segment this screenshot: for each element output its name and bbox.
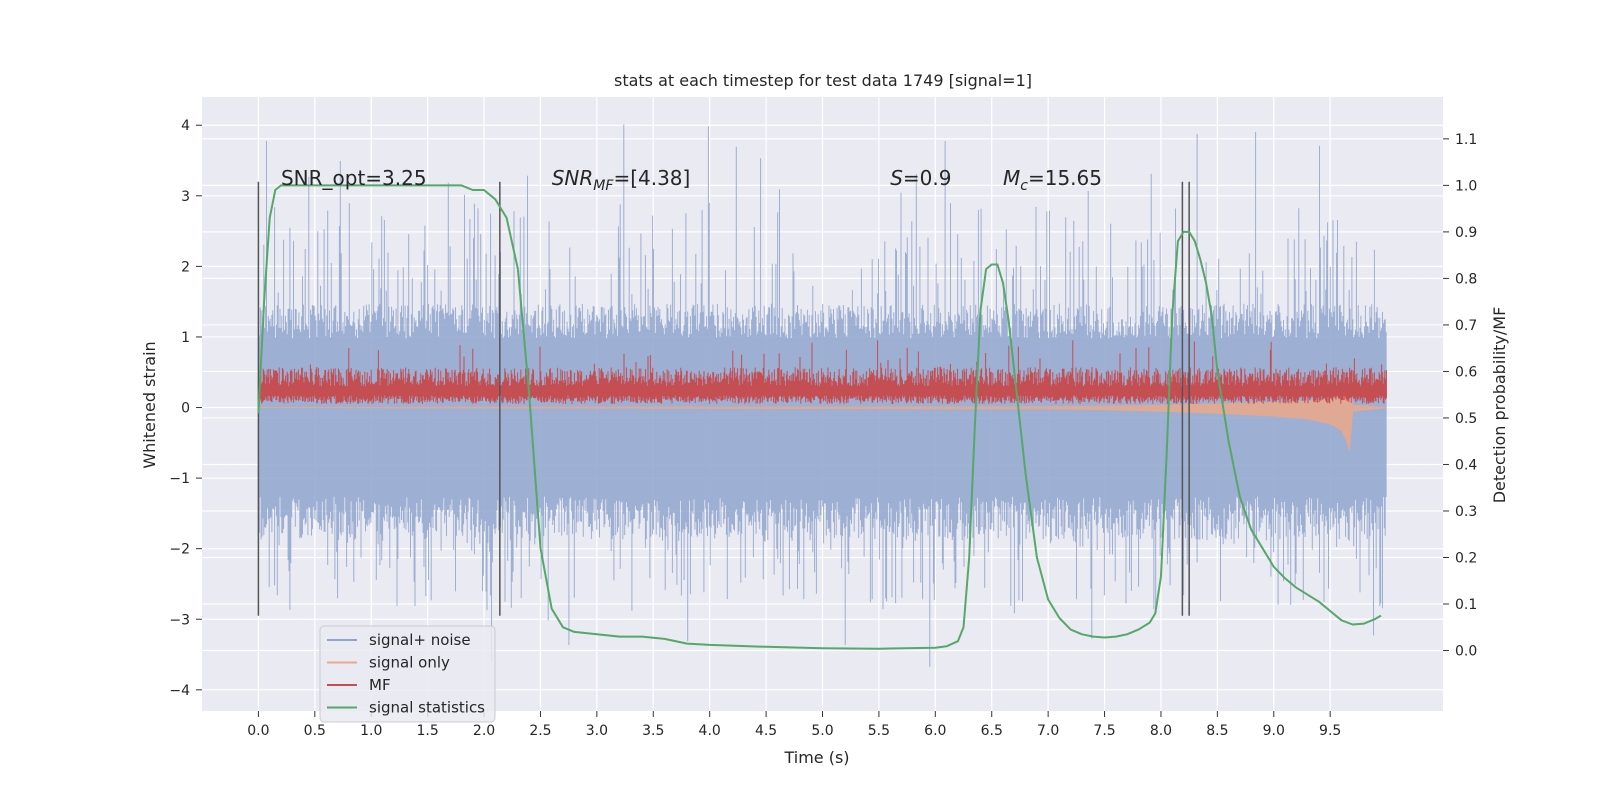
legend-label: signal statistics (369, 699, 485, 717)
signal-only-trace (258, 391, 1387, 451)
x-tick-label: 8.0 (1150, 723, 1172, 739)
axes: 0.0 0.5 1.0 1.5 2.0 2.5 3.0 3.5 4.0 4.5 5.0 5.5 6.0 6… (169, 118, 1477, 739)
annotation-symbol: S (890, 166, 903, 190)
chart-title: stats at each timestep for test data 174… (614, 71, 1032, 90)
x-tick-label: 6.5 (981, 723, 1003, 739)
y2-tick-label: 0.2 (1455, 551, 1477, 567)
x-tick-label: 7.5 (1093, 723, 1115, 739)
x-tick-label: 2.5 (529, 723, 551, 739)
y-tick-label: −2 (169, 542, 190, 558)
legend-box (319, 625, 496, 723)
x-tick-label: 4.0 (699, 723, 721, 739)
annotation-value: =15.65 (1028, 166, 1102, 190)
x-tick-label: 9.0 (1263, 723, 1285, 739)
series-signal-statistics (257, 184, 1382, 650)
x-tick-label: 6.0 (924, 723, 946, 739)
y2-tick-label: 1.0 (1455, 178, 1477, 194)
y2-tick-label: 0.6 (1455, 364, 1477, 380)
x-tick-label: 7.0 (1037, 723, 1059, 739)
annotation-symbol: M (1003, 166, 1020, 190)
legend-label: MF (369, 676, 391, 694)
y-tick-label: 2 (181, 259, 190, 275)
annotation-text: S=0.9 (890, 166, 951, 190)
annotations: SNR_opt=3.25 SNRMF=[4.38] S=0.9 Mc=15.65 (281, 166, 1102, 194)
x-tick-label: 9.5 (1319, 723, 1341, 739)
annotation-text: Mc=15.65 (1003, 166, 1102, 194)
y-tick-label: −1 (169, 471, 190, 487)
y2-tick-label: 0.1 (1455, 597, 1477, 613)
x-tick-label: 1.0 (360, 723, 382, 739)
y2-tick-label: 0.4 (1455, 457, 1477, 473)
x-tick-label: 0.0 (247, 723, 269, 739)
y-tick-label: −3 (169, 612, 190, 628)
y-tick-label: −4 (169, 683, 190, 699)
x-tick-label: 3.0 (586, 723, 608, 739)
annotation-subscript: MF (593, 178, 614, 194)
series-signal-only (258, 391, 1387, 451)
y-axis-label: Whitened strain (140, 341, 159, 468)
x-tick-label: 2.0 (473, 723, 495, 739)
signal-statistics-trace (257, 184, 1382, 650)
annotation-text: SNR_opt=3.25 (281, 166, 427, 190)
x-tick-label: 3.5 (642, 723, 664, 739)
annotation-value: =[4.38] (613, 166, 690, 190)
legend-label: signal+ noise (369, 631, 471, 649)
y-tick-label: 3 (181, 189, 190, 205)
x-tick-label: 8.5 (1206, 723, 1228, 739)
x-tick-label: 5.0 (811, 723, 833, 739)
annotation-subscript: c (1020, 178, 1028, 194)
y2-axis-label: Detection probability/MF (1490, 307, 1509, 504)
annotation-text: SNRMF=[4.38] (552, 166, 691, 194)
legend: signal+ noise signal only MF signal statist… (319, 625, 496, 723)
annotation-value: =0.9 (903, 166, 952, 190)
y-tick-label: 4 (181, 118, 190, 134)
y2-tick-label: 0.8 (1455, 271, 1477, 287)
y2-tick-label: 0.9 (1455, 225, 1477, 241)
y2-tick-label: 0.5 (1455, 411, 1477, 427)
y-tick-label: 1 (181, 330, 190, 346)
y2-tick-label: 1.1 (1455, 132, 1477, 148)
y2-tick-label: 0.3 (1455, 504, 1477, 520)
annotation-symbol: SNR (552, 166, 594, 190)
y2-tick-label: 0.0 (1455, 644, 1477, 660)
y2-tick-label: 0.7 (1455, 318, 1477, 334)
x-tick-label: 1.5 (417, 723, 439, 739)
x-tick-label: 0.5 (304, 723, 326, 739)
y-tick-label: 0 (181, 401, 190, 417)
legend-label: signal only (369, 654, 450, 672)
x-tick-label: 4.5 (755, 723, 777, 739)
x-axis-label: Time (s) (783, 748, 849, 767)
x-tick-label: 5.5 (868, 723, 890, 739)
